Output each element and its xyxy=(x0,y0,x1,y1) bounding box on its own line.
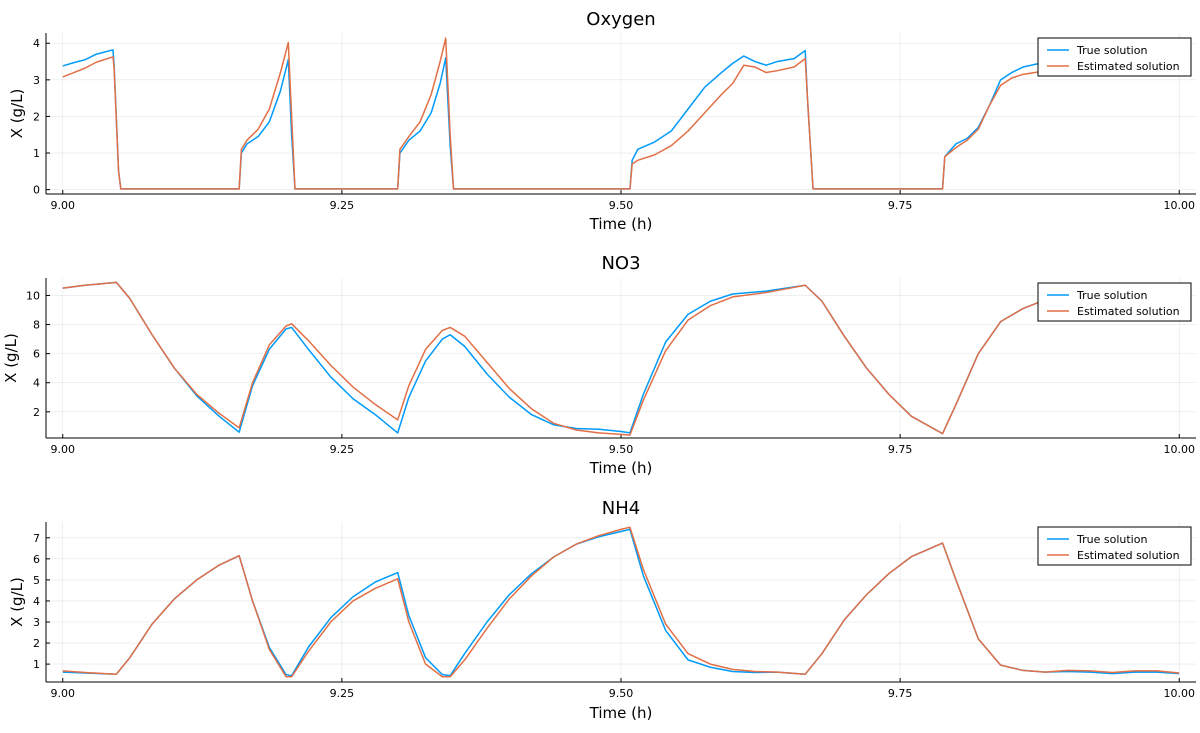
x-axis-label: Time (h) xyxy=(589,704,653,722)
legend-entry: Estimated solution xyxy=(1077,549,1180,562)
legend-entry: True solution xyxy=(1076,44,1147,57)
y-tick-label: 8 xyxy=(33,319,40,332)
series-line-estimated-solution xyxy=(62,281,1091,436)
chart-title: Oxygen xyxy=(586,9,655,30)
x-tick-label: 9.50 xyxy=(609,199,634,212)
x-tick-label: 9.75 xyxy=(888,687,913,700)
y-tick-label: 5 xyxy=(33,574,40,587)
y-tick-label: 2 xyxy=(33,110,40,123)
legend-box xyxy=(1037,526,1192,566)
series-line-estimated-solution xyxy=(62,37,1091,190)
x-tick-label: 9.50 xyxy=(609,443,634,456)
legend: True solution Estimated solution xyxy=(1037,526,1192,566)
x-tick-label: 9.25 xyxy=(330,199,355,212)
x-tick-label: 9.75 xyxy=(888,443,913,456)
y-tick-label: 4 xyxy=(33,377,40,390)
x-tick-label: 9.25 xyxy=(330,443,355,456)
y-tick-label: 2 xyxy=(33,406,40,419)
x-tick-label: 9.00 xyxy=(50,687,75,700)
x-tick-label: 10.00 xyxy=(1164,687,1196,700)
y-tick-label: 6 xyxy=(33,348,40,361)
chart-panel-no3: NO3 9.00 9.25 9.50 9.75 10.00 2 4 6 8 10 Time (h) X … xyxy=(2,253,1196,477)
series-line-true-solution xyxy=(62,49,1090,190)
y-tick-label: 4 xyxy=(33,37,40,50)
x-tick-label: 9.00 xyxy=(50,443,75,456)
y-axis-label: X (g/L) xyxy=(8,577,26,627)
y-tick-label: 6 xyxy=(33,553,40,566)
legend-box xyxy=(1037,37,1192,77)
x-tick-label: 9.50 xyxy=(609,687,634,700)
y-tick-label: 1 xyxy=(33,658,40,671)
chart-panel-nh4: NH4 9.00 9.25 9.50 9.75 10.00 1 2 3 4 5 6 7 Time (h) X… xyxy=(8,498,1196,722)
legend: True solution Estimated solution xyxy=(1037,37,1192,77)
y-tick-label: 7 xyxy=(33,532,40,545)
y-tick-label: 4 xyxy=(33,595,40,608)
legend-entry: True solution xyxy=(1076,289,1147,302)
x-tick-label: 10.00 xyxy=(1164,443,1196,456)
y-tick-label: 3 xyxy=(33,74,40,87)
y-axis-label: X (g/L) xyxy=(8,89,26,139)
legend-entry: Estimated solution xyxy=(1077,305,1180,318)
y-tick-label: 0 xyxy=(33,184,40,197)
y-tick-label: 2 xyxy=(33,637,40,650)
y-tick-label: 10 xyxy=(26,289,40,302)
series-line-estimated-solution xyxy=(62,526,1180,678)
legend-entry: Estimated solution xyxy=(1077,60,1180,73)
x-tick-label: 10.00 xyxy=(1164,199,1196,212)
x-axis-label: Time (h) xyxy=(589,215,653,233)
x-tick-label: 9.25 xyxy=(330,687,355,700)
y-axis-label: X (g/L) xyxy=(2,333,20,383)
y-tick-label: 3 xyxy=(33,616,40,629)
legend-entry: True solution xyxy=(1076,533,1147,546)
x-tick-label: 9.75 xyxy=(888,199,913,212)
x-axis-label: Time (h) xyxy=(589,459,653,477)
chart-title: NO3 xyxy=(601,253,640,274)
legend: True solution Estimated solution xyxy=(1037,282,1192,322)
chart-panel-oxygen: Oxygen 9.00 9.25 9.50 9.75 10.00 0 1 2 3 4 Time (h)… xyxy=(8,9,1196,233)
legend-box xyxy=(1037,282,1192,322)
y-tick-label: 1 xyxy=(33,147,40,160)
chart-title: NH4 xyxy=(602,498,640,519)
x-tick-label: 9.00 xyxy=(50,199,75,212)
